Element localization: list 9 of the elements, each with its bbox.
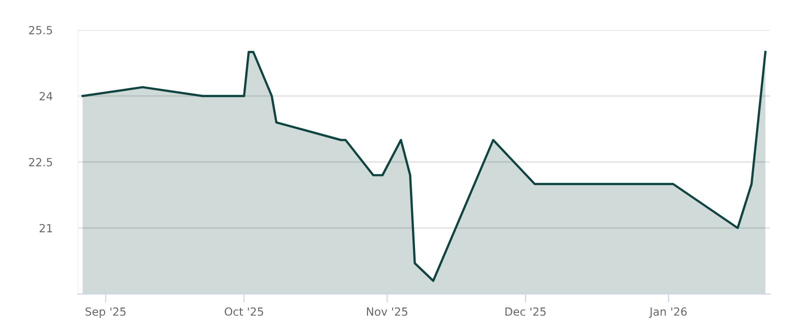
x-tick-label: Sep '25 bbox=[86, 307, 126, 318]
x-tick-label: Oct '25 bbox=[224, 307, 264, 316]
y-tick-label: 25.5 bbox=[29, 26, 52, 34]
x-tick-label: Jan '26 bbox=[649, 307, 687, 318]
y-tick-label: 22.5 bbox=[29, 158, 52, 166]
x-tick-label: Dec '25 bbox=[505, 307, 546, 316]
y-tick-label: 24 bbox=[40, 92, 52, 100]
y-tick-label: 21 bbox=[40, 224, 52, 232]
x-tick-label: Nov '25 bbox=[366, 307, 408, 316]
